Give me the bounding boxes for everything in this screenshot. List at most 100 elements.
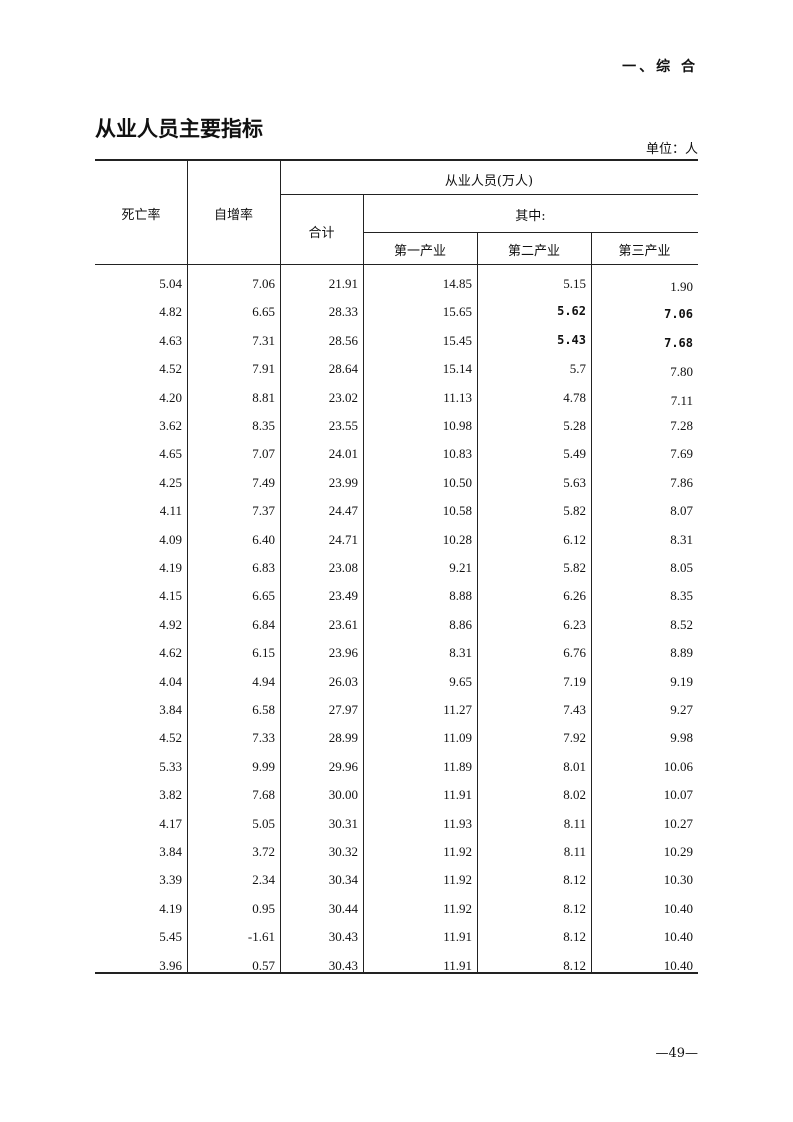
cell-tertiary: 8.35 <box>670 588 693 604</box>
cell-secondary: 7.19 <box>563 673 586 689</box>
cell-natural-growth: 7.06 <box>252 276 275 291</box>
cell-secondary: 5.49 <box>563 446 586 462</box>
cell-secondary: 4.78 <box>563 389 586 405</box>
cell-tertiary: 7.11 <box>670 392 693 408</box>
cell-secondary: 6.12 <box>563 531 586 547</box>
cell-tertiary: 10.27 <box>663 815 693 831</box>
table-bottom-rule <box>95 972 698 974</box>
page-title: 从业人员主要指标 <box>95 117 263 141</box>
cell-death-rate: 4.04 <box>159 673 182 689</box>
cell-death-rate: 4.17 <box>159 815 182 831</box>
cell-natural-growth: 6.65 <box>252 304 275 320</box>
cell-total: 30.34 <box>328 872 358 888</box>
cell-tertiary: 10.40 <box>663 957 693 973</box>
cell-death-rate: 3.96 <box>159 957 182 973</box>
cell-natural-growth: 6.65 <box>252 588 275 604</box>
cell-secondary: 5.82 <box>563 503 586 519</box>
cell-secondary: 5.28 <box>563 418 586 433</box>
cell-tertiary: 7.80 <box>670 364 693 380</box>
cell-secondary: 5.7 <box>569 361 586 377</box>
cell-secondary: 8.12 <box>563 929 586 945</box>
cell-natural-growth: 6.84 <box>252 616 275 632</box>
cell-total: 28.56 <box>328 332 358 348</box>
table-top-rule <box>95 159 698 161</box>
column-divider <box>591 232 592 972</box>
cell-tertiary: 10.29 <box>663 844 693 859</box>
cell-natural-growth: 5.05 <box>252 815 275 831</box>
cell-total: 24.71 <box>328 531 358 547</box>
header-of-which: 其中: <box>515 209 546 224</box>
cell-secondary: 8.02 <box>563 787 586 803</box>
cell-primary: 11.92 <box>443 844 472 859</box>
cell-natural-growth: 6.58 <box>252 702 275 717</box>
cell-death-rate: 5.45 <box>159 929 182 945</box>
cell-death-rate: 3.39 <box>159 872 182 888</box>
column-divider <box>477 232 478 972</box>
table-row: 3.62 8.35 23.55 10.98 5.28 7.28 <box>95 418 698 446</box>
cell-total: 27.97 <box>328 702 358 717</box>
cell-tertiary: 9.27 <box>670 702 693 717</box>
page-number: —49— <box>655 1046 698 1061</box>
table-row: 4.20 8.81 23.02 11.13 4.78 7.11 <box>95 390 698 418</box>
table-row: 4.63 7.31 28.56 15.45 5.43 7.68 <box>95 333 698 361</box>
cell-natural-growth: 7.31 <box>252 332 275 348</box>
cell-primary: 10.83 <box>442 446 472 462</box>
cell-primary: 10.50 <box>442 474 472 490</box>
cell-secondary: 7.43 <box>563 702 586 717</box>
table-row: 4.82 6.65 28.33 15.65 5.62 7.06 <box>95 304 698 332</box>
cell-primary: 9.21 <box>449 560 472 575</box>
cell-death-rate: 3.62 <box>159 418 182 433</box>
cell-primary: 11.91 <box>443 957 472 973</box>
header-primary: 第一产业 <box>393 244 446 259</box>
table-row: 3.84 6.58 27.97 11.27 7.43 9.27 <box>95 702 698 730</box>
cell-death-rate: 4.15 <box>159 588 182 604</box>
cell-tertiary: 10.40 <box>663 900 693 916</box>
section-header: 一、综 合 <box>622 59 698 75</box>
cell-total: 28.64 <box>328 361 358 377</box>
cell-total: 28.99 <box>328 730 358 746</box>
table-row: 5.04 7.06 21.91 14.85 5.15 1.90 <box>95 276 698 304</box>
cell-natural-growth: 0.95 <box>252 900 275 916</box>
cell-death-rate: 4.20 <box>159 389 182 405</box>
cell-primary: 11.13 <box>443 389 472 405</box>
header-secondary: 第二产业 <box>507 244 560 259</box>
cell-tertiary: 7.68 <box>664 335 693 350</box>
cell-primary: 11.92 <box>443 872 472 888</box>
cell-secondary: 7.92 <box>563 730 586 746</box>
cell-secondary: 8.12 <box>563 872 586 888</box>
table-row: 4.09 6.40 24.71 10.28 6.12 8.31 <box>95 532 698 560</box>
cell-death-rate: 3.84 <box>159 702 182 717</box>
header-employed-group: 从业人员(万人) <box>444 174 534 189</box>
cell-death-rate: 4.09 <box>159 531 182 547</box>
cell-tertiary: 7.86 <box>670 474 693 490</box>
cell-primary: 11.93 <box>443 815 472 831</box>
cell-primary: 11.09 <box>443 730 472 746</box>
column-divider <box>280 160 281 972</box>
cell-death-rate: 4.25 <box>159 474 182 490</box>
cell-death-rate: 4.52 <box>159 730 182 746</box>
cell-total: 24.01 <box>328 446 358 462</box>
cell-total: 26.03 <box>328 673 358 689</box>
table-row: 5.45 -1.61 30.43 11.91 8.12 10.40 <box>95 929 698 957</box>
cell-total: 30.43 <box>328 957 358 973</box>
cell-natural-growth: -1.61 <box>247 929 275 945</box>
cell-death-rate: 3.84 <box>159 844 182 859</box>
cell-total: 30.43 <box>328 929 358 945</box>
cell-natural-growth: 7.68 <box>252 787 275 803</box>
table-row: 4.17 5.05 30.31 11.93 8.11 10.27 <box>95 816 698 844</box>
cell-total: 24.47 <box>328 503 358 519</box>
cell-primary: 10.98 <box>442 418 472 433</box>
cell-total: 21.91 <box>328 276 358 291</box>
header-bottom-rule <box>95 264 698 265</box>
cell-primary: 8.86 <box>449 616 472 632</box>
cell-primary: 11.27 <box>443 702 472 717</box>
cell-total: 23.49 <box>328 588 358 604</box>
cell-total: 23.99 <box>328 474 358 490</box>
cell-tertiary: 7.28 <box>670 418 693 433</box>
cell-tertiary: 1.90 <box>670 279 693 294</box>
cell-natural-growth: 6.40 <box>252 531 275 547</box>
cell-total: 23.96 <box>328 645 358 661</box>
cell-natural-growth: 2.34 <box>252 872 275 888</box>
cell-natural-growth: 9.99 <box>252 758 275 774</box>
table-row: 4.15 6.65 23.49 8.88 6.26 8.35 <box>95 588 698 616</box>
